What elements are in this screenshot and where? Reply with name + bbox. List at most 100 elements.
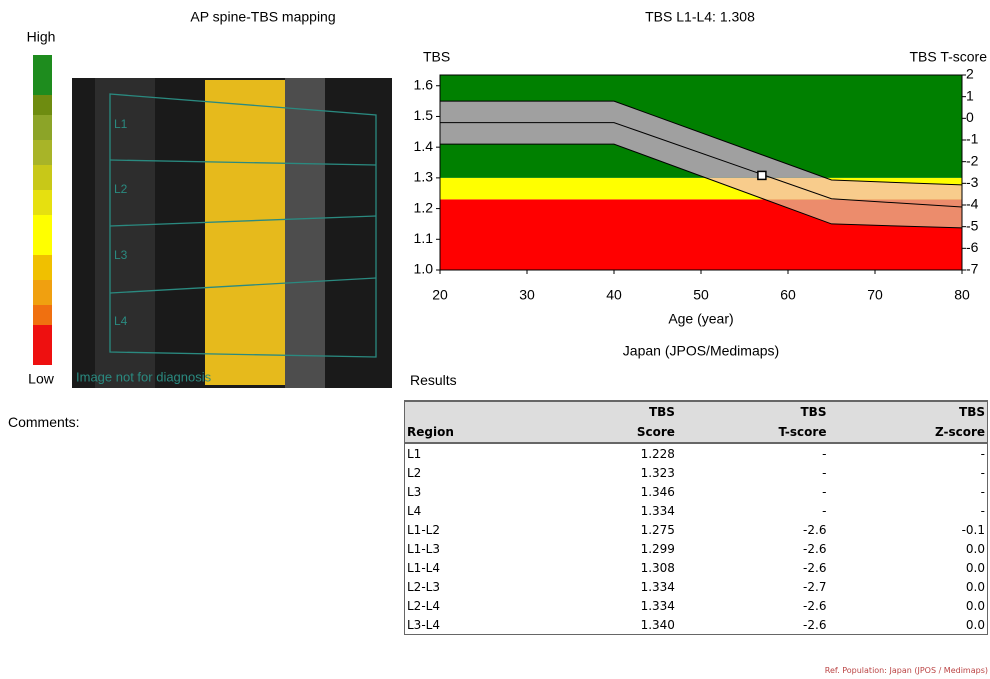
table-cell: L1-L4 — [405, 558, 555, 577]
table-cell: 0.0 — [828, 596, 987, 615]
table-cell: 1.323 — [554, 463, 677, 482]
table-cell: 1.334 — [554, 596, 677, 615]
table-cell: 1.346 — [554, 482, 677, 501]
table-cell: 1.299 — [554, 539, 677, 558]
region-label: L3 — [114, 248, 128, 262]
table-cell: 0.0 — [828, 615, 987, 635]
y-tick-label: 1.6 — [414, 76, 434, 92]
table-cell: L1 — [405, 443, 555, 463]
y-tick-label: 1.2 — [414, 199, 434, 215]
y-tick-label: 1.5 — [414, 107, 434, 123]
y-tick-label: 1.4 — [414, 138, 434, 154]
table-cell: L4 — [405, 501, 555, 520]
mapping-title: AP spine-TBS mapping — [190, 9, 335, 25]
table-cell: -0.1 — [828, 520, 987, 539]
table-cell: 1.275 — [554, 520, 677, 539]
table-cell: -2.6 — [677, 520, 829, 539]
table-footer: Ref. Population: Japan (JPOS / Medimaps) — [825, 666, 988, 675]
table-cell: - — [677, 463, 829, 482]
region-label: L1 — [114, 117, 128, 131]
y2-tick-label: 2 — [966, 66, 974, 82]
table-cell: 1.308 — [554, 558, 677, 577]
y2-tick-label: 1 — [966, 87, 974, 103]
table-cell: -2.7 — [677, 577, 829, 596]
table-cell: 0.0 — [828, 577, 987, 596]
table-row: L3-L41.340-2.60.0 — [405, 615, 988, 635]
table-cell: T-score — [677, 422, 829, 443]
table-cell: L3-L4 — [405, 615, 555, 635]
y2-tick-label: -3 — [966, 174, 979, 190]
y2-tick-label: -5 — [966, 217, 979, 233]
y-axis-label: TBS — [423, 49, 450, 65]
table-row: L2-L31.334-2.70.0 — [405, 577, 988, 596]
x-tick-label: 60 — [780, 287, 796, 303]
y2-tick-label: -7 — [966, 261, 979, 277]
table-cell: Score — [554, 422, 677, 443]
y2-tick-label: -4 — [966, 196, 979, 212]
report-top: AP spine-TBS mapping High Low Image not … — [0, 0, 990, 395]
table-cell: -2.6 — [677, 539, 829, 558]
table-cell: 0.0 — [828, 539, 987, 558]
table-cell: 0.0 — [828, 558, 987, 577]
x-axis-label: Age (year) — [668, 311, 733, 327]
table-cell: L2-L4 — [405, 596, 555, 615]
y-tick-label: 1.0 — [414, 261, 434, 277]
scale-high: High — [27, 29, 56, 45]
table-cell: - — [828, 443, 987, 463]
table-cell: TBS — [554, 401, 677, 422]
table-cell: 1.228 — [554, 443, 677, 463]
table-cell: 1.334 — [554, 577, 677, 596]
table-cell: L1-L3 — [405, 539, 555, 558]
y2-tick-label: -6 — [966, 239, 979, 255]
table-cell: -2.6 — [677, 596, 829, 615]
table-cell: - — [828, 501, 987, 520]
table-cell: L2-L3 — [405, 577, 555, 596]
table-cell: - — [828, 463, 987, 482]
y-tick-label: 1.3 — [414, 169, 434, 185]
x-tick-label: 80 — [954, 287, 970, 303]
table-cell: L1-L2 — [405, 520, 555, 539]
x-tick-label: 20 — [432, 287, 448, 303]
results-label: Results — [410, 372, 457, 388]
x-tick-label: 30 — [519, 287, 535, 303]
y2-axis-label: TBS T-score — [909, 49, 987, 65]
comments: Comments: — [8, 414, 80, 430]
table-cell: TBS — [677, 401, 829, 422]
table-cell: - — [677, 443, 829, 463]
chart-title: TBS L1-L4: 1.308 — [645, 9, 755, 25]
x-tick-label: 50 — [693, 287, 709, 303]
table-cell: L2 — [405, 463, 555, 482]
table-cell: Z-score — [828, 422, 987, 443]
table-cell: TBS — [828, 401, 987, 422]
patient-point — [758, 171, 766, 179]
x-tick-label: 40 — [606, 287, 622, 303]
table-cell: Region — [405, 422, 555, 443]
table-cell: -2.6 — [677, 615, 829, 635]
y2-tick-label: 0 — [966, 109, 974, 125]
table-cell: - — [677, 501, 829, 520]
color-scale — [33, 55, 52, 365]
page: AP spine-TBS mapping High Low Image not … — [0, 0, 990, 679]
table-cell: 1.334 — [554, 501, 677, 520]
table-cell — [405, 401, 555, 422]
table-cell: -2.6 — [677, 558, 829, 577]
watermark: Image not for diagnosis — [76, 369, 212, 384]
chart-subtitle: Japan (JPOS/Medimaps) — [623, 343, 779, 359]
y2-tick-label: -2 — [966, 152, 979, 168]
table-cell: 1.340 — [554, 615, 677, 635]
y-tick-label: 1.1 — [414, 230, 434, 246]
y2-tick-label: -1 — [966, 131, 979, 147]
table-cell: L3 — [405, 482, 555, 501]
scale-low: Low — [28, 371, 55, 387]
table-cell: - — [677, 482, 829, 501]
